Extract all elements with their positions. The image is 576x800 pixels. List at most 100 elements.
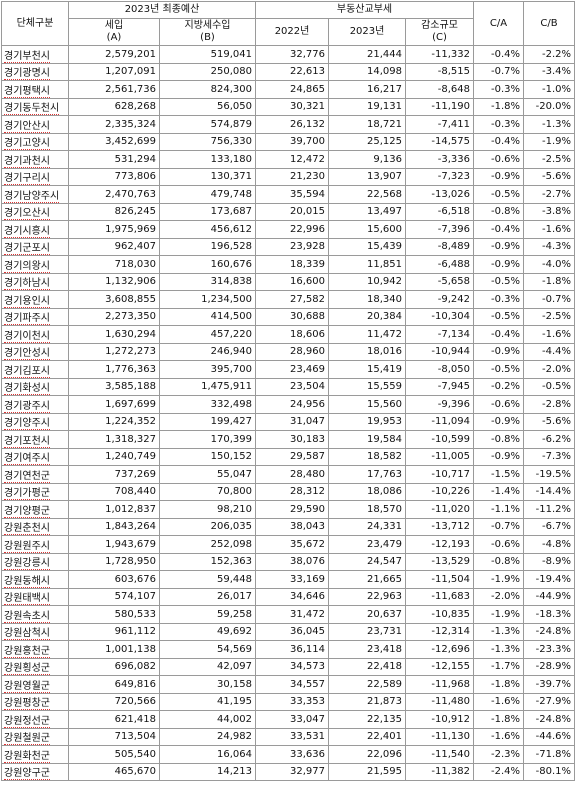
cell-decrease: -10,912 bbox=[405, 710, 475, 729]
table-row: 경기안산시 2,335,324 574,879 26,132 18,721 -7,411-… bbox=[1, 115, 576, 134]
cell-tax-revenue: 1,272,273 bbox=[68, 342, 160, 361]
cell-tax-revenue: 713,504 bbox=[68, 727, 160, 746]
cell-local-tax: 41,195 bbox=[158, 692, 257, 711]
cell-2023: 22,568 bbox=[328, 185, 407, 204]
cell-ratio-ca: -2.4% bbox=[473, 762, 525, 781]
cell-2023: 15,560 bbox=[328, 395, 407, 414]
cell-name: 경기양평군 bbox=[1, 500, 69, 519]
cell-2023: 15,600 bbox=[328, 220, 407, 239]
cell-decrease: -7,945 bbox=[405, 377, 475, 396]
cell-name: 강원삼척시 bbox=[1, 622, 69, 641]
cell-ratio-cb: -19.4% bbox=[523, 570, 576, 589]
cell-ratio-ca: -1.4% bbox=[473, 482, 525, 501]
cell-2022: 18,339 bbox=[255, 255, 330, 274]
table-row: 강원속초시 580,533 59,258 31,472 20,637 -10,835 -1.… bbox=[1, 605, 576, 624]
header-year-2022: 2022년 bbox=[255, 18, 330, 46]
cell-tax-revenue: 2,561,736 bbox=[68, 80, 160, 99]
cell-tax-revenue: 1,318,327 bbox=[68, 430, 160, 449]
cell-name: 경기시흥시 bbox=[1, 220, 69, 239]
cell-2023: 20,637 bbox=[328, 605, 407, 624]
cell-ratio-ca: -2.0% bbox=[473, 587, 525, 606]
cell-2023: 19,953 bbox=[328, 412, 407, 431]
cell-local-tax: 250,080 bbox=[158, 62, 257, 81]
cell-ratio-cb: -23.3% bbox=[523, 640, 576, 659]
cell-ratio-ca: -0.4% bbox=[473, 132, 525, 151]
cell-decrease: -6,518 bbox=[405, 202, 475, 221]
cell-2022: 24,865 bbox=[255, 80, 330, 99]
cell-local-tax: 150,152 bbox=[158, 447, 257, 466]
cell-2023: 18,016 bbox=[328, 342, 407, 361]
cell-ratio-ca: -0.5% bbox=[473, 360, 525, 379]
cell-name: 경기이천시 bbox=[1, 325, 69, 344]
cell-tax-revenue: 696,082 bbox=[68, 657, 160, 676]
cell-tax-revenue: 1,943,679 bbox=[68, 535, 160, 554]
table-row: 강원강릉시 1,728,950 152,363 38,076 24,547 -13,529… bbox=[1, 552, 576, 571]
cell-ratio-ca: -1.3% bbox=[473, 622, 525, 641]
cell-name: 경기군포시 bbox=[1, 237, 69, 256]
cell-ratio-ca: -0.9% bbox=[473, 447, 525, 466]
table-row: 강원횡성군 696,082 42,097 34,573 22,418 -12,155 -1.… bbox=[1, 657, 576, 676]
cell-2023: 10,942 bbox=[328, 272, 407, 291]
cell-tax-revenue: 1,728,950 bbox=[68, 552, 160, 571]
table-row: 경기과천시 531,294 133,180 12,472 9,136 -3,336 -0.6… bbox=[1, 150, 576, 169]
cell-ratio-cb: -2.2% bbox=[523, 45, 576, 64]
cell-2022: 33,169 bbox=[255, 570, 330, 589]
cell-name: 경기여주시 bbox=[1, 447, 69, 466]
cell-ratio-cb: -2.8% bbox=[523, 395, 576, 414]
cell-name: 강원홍천군 bbox=[1, 640, 69, 659]
cell-name: 경기의왕시 bbox=[1, 255, 69, 274]
cell-ratio-cb: -4.8% bbox=[523, 535, 576, 554]
table-row: 경기부천시 2,579,201 519,041 32,776 21,444 -11,332… bbox=[1, 45, 576, 64]
cell-ratio-ca: -0.9% bbox=[473, 237, 525, 256]
cell-2022: 30,688 bbox=[255, 307, 330, 326]
cell-tax-revenue: 603,676 bbox=[68, 570, 160, 589]
table-row: 강원철원군 713,504 24,982 33,531 22,401 -11,130 -1.… bbox=[1, 727, 576, 746]
cell-name: 강원화천군 bbox=[1, 745, 69, 764]
cell-decrease: -6,488 bbox=[405, 255, 475, 274]
cell-2022: 33,047 bbox=[255, 710, 330, 729]
table-row: 경기이천시 1,630,294 457,220 18,606 11,472 -7,134-… bbox=[1, 325, 576, 344]
cell-ratio-cb: -3.8% bbox=[523, 202, 576, 221]
table-row: 경기오산시 826,245 173,687 20,015 13,497 -6,518 -0.… bbox=[1, 202, 576, 221]
cell-ratio-cb: -24.8% bbox=[523, 710, 576, 729]
cell-tax-revenue: 1,207,091 bbox=[68, 62, 160, 81]
cell-2022: 36,114 bbox=[255, 640, 330, 659]
cell-tax-revenue: 628,268 bbox=[68, 97, 160, 116]
cell-2023: 19,131 bbox=[328, 97, 407, 116]
cell-tax-revenue: 1,240,749 bbox=[68, 447, 160, 466]
cell-2022: 22,996 bbox=[255, 220, 330, 239]
table-row: 경기양주시 1,224,352 199,427 31,047 19,953 -11,094… bbox=[1, 412, 576, 431]
cell-ratio-ca: -1.3% bbox=[473, 640, 525, 659]
cell-local-tax: 246,940 bbox=[158, 342, 257, 361]
cell-decrease: -11,504 bbox=[405, 570, 475, 589]
cell-tax-revenue: 1,630,294 bbox=[68, 325, 160, 344]
cell-2022: 36,045 bbox=[255, 622, 330, 641]
cell-2022: 23,928 bbox=[255, 237, 330, 256]
cell-ratio-cb: -1.0% bbox=[523, 80, 576, 99]
table-row: 경기평택시 2,561,736 824,300 24,865 16,217 -8,648-… bbox=[1, 80, 576, 99]
cell-tax-revenue: 826,245 bbox=[68, 202, 160, 221]
cell-tax-revenue: 621,418 bbox=[68, 710, 160, 729]
cell-ratio-ca: -1.6% bbox=[473, 692, 525, 711]
cell-ratio-ca: -0.6% bbox=[473, 535, 525, 554]
cell-local-tax: 252,098 bbox=[158, 535, 257, 554]
cell-2022: 35,594 bbox=[255, 185, 330, 204]
cell-decrease: -11,020 bbox=[405, 500, 475, 519]
cell-local-tax: 457,220 bbox=[158, 325, 257, 344]
table-row: 경기시흥시 1,975,969 456,612 22,996 15,600 -7,396-… bbox=[1, 220, 576, 239]
cell-name: 경기하남시 bbox=[1, 272, 69, 291]
cell-2022: 28,312 bbox=[255, 482, 330, 501]
cell-local-tax: 42,097 bbox=[158, 657, 257, 676]
cell-2023: 21,444 bbox=[328, 45, 407, 64]
cell-ratio-cb: -1.6% bbox=[523, 325, 576, 344]
cell-2022: 16,600 bbox=[255, 272, 330, 291]
cell-2023: 11,472 bbox=[328, 325, 407, 344]
cell-decrease: -7,323 bbox=[405, 167, 475, 186]
cell-decrease: -10,226 bbox=[405, 482, 475, 501]
cell-2022: 32,776 bbox=[255, 45, 330, 64]
cell-ratio-ca: -0.8% bbox=[473, 430, 525, 449]
cell-decrease: -11,382 bbox=[405, 762, 475, 781]
cell-decrease: -7,396 bbox=[405, 220, 475, 239]
cell-name: 경기구리시 bbox=[1, 167, 69, 186]
table-row: 경기연천군 737,269 55,047 28,480 17,763 -10,717 -1.… bbox=[1, 465, 576, 484]
